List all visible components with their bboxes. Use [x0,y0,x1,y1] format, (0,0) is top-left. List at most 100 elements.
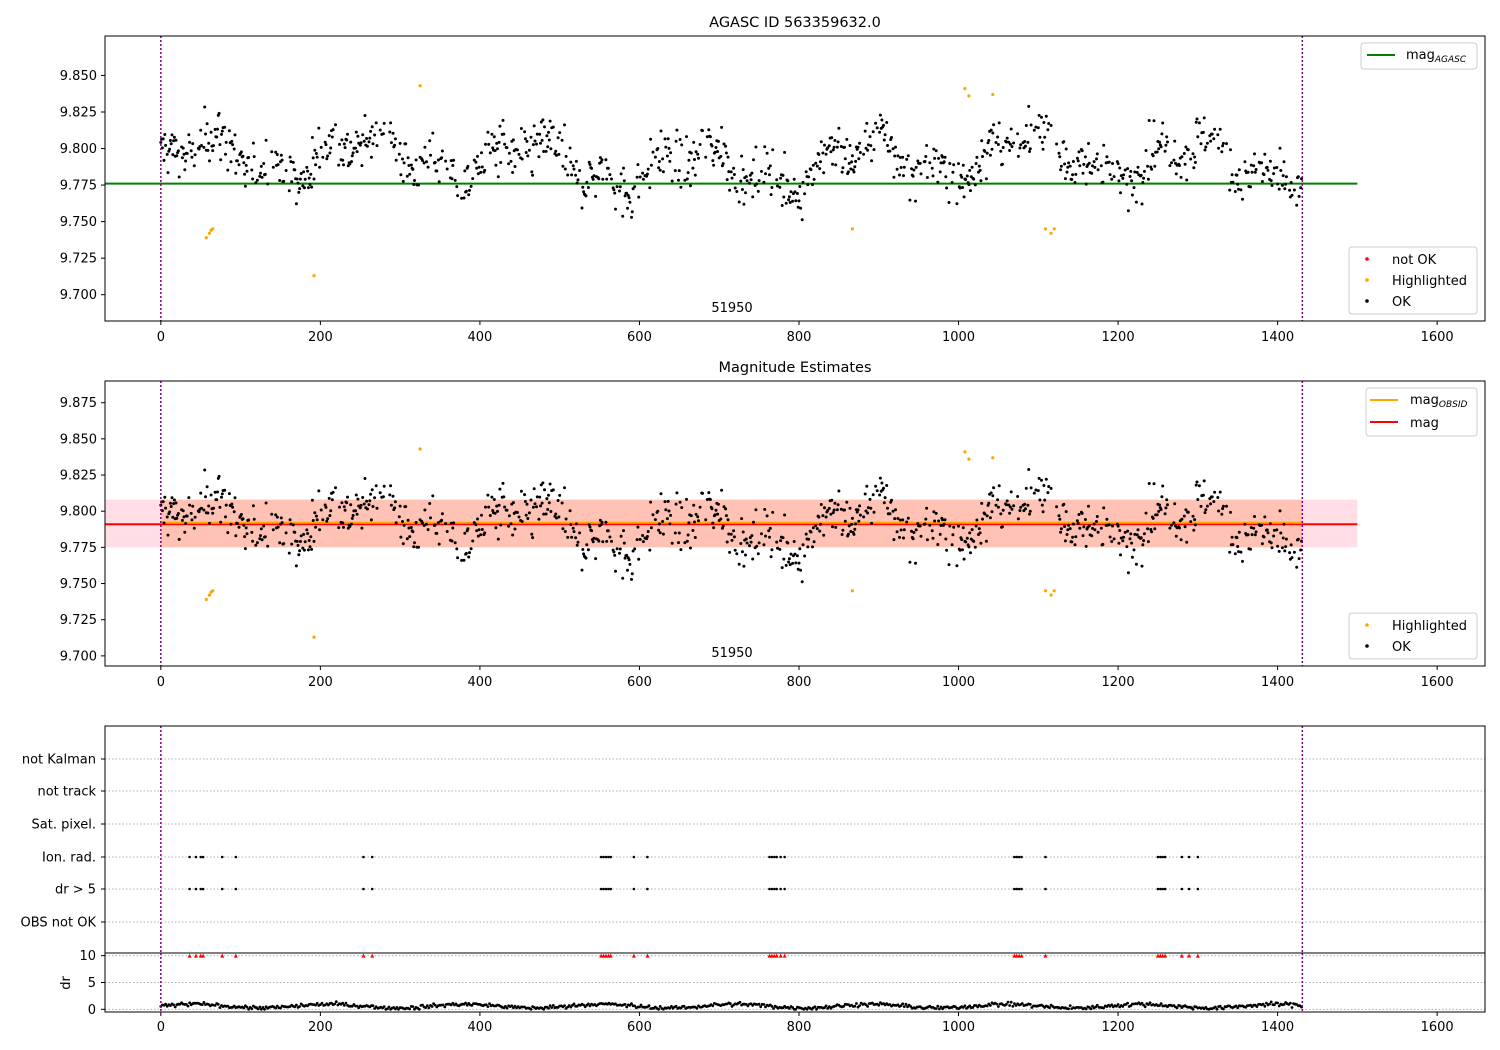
ok-point [1049,124,1053,127]
dr-point [695,1006,699,1010]
ok-point [815,527,819,531]
ok-point [800,218,804,222]
ok-point [1059,530,1063,534]
ok-point [169,142,173,146]
ok-point [991,494,995,498]
ok-point [1160,495,1164,499]
dr-point [1067,1007,1070,1011]
ok-point [610,177,613,181]
ok-point [1277,549,1281,553]
ok-point [1019,505,1023,509]
ok-point [503,142,507,146]
highlighted-point [312,274,316,278]
ok-point [204,495,207,499]
ok-point [1040,478,1043,482]
ok-point [843,145,846,149]
ok-point [367,503,371,507]
ok-point [985,514,989,518]
ok-point [846,532,850,536]
ok-point [1009,490,1013,494]
ok-point [548,119,552,123]
ok-point [203,105,207,109]
ok-point [819,503,823,506]
ok-point [431,494,435,498]
ok-point [866,148,870,152]
ok-point [520,157,524,161]
ok-point [350,154,354,158]
ok-point [778,547,782,551]
x-tick-label: 1400 [1261,1020,1294,1035]
ok-point [278,541,282,545]
ok-point [641,540,645,544]
ok-point [315,518,319,522]
ok-point [475,166,479,170]
ok-point [782,557,786,561]
dr-point [772,1007,775,1010]
ok-point [668,159,672,163]
ok-point [539,483,543,487]
ok-point [895,530,899,534]
ok-point [1186,148,1190,152]
ok-point [649,526,653,530]
ok-point [720,488,724,492]
ok-point [992,123,996,127]
ok-point [1095,515,1099,518]
ok-point [606,166,610,170]
ok-point [1279,531,1283,535]
ok-point [389,121,393,125]
ok-point [683,178,687,182]
ok-point [843,519,847,523]
ok-point [172,498,176,502]
ok-point [701,129,704,133]
ok-point [1241,197,1244,201]
highlighted-point [204,597,208,602]
ok-point [1065,533,1069,536]
ok-point [185,152,189,155]
ok-point [934,149,938,153]
ok-point [1073,543,1077,547]
ok-point [233,496,237,500]
ok-point [641,534,645,537]
ok-point [314,163,318,167]
ok-point [892,538,896,542]
ok-point [628,200,632,204]
ok-point [275,515,279,519]
ok-point [1152,482,1156,486]
dr-point [824,1004,828,1008]
ok-point [898,535,901,539]
ok-point [581,548,585,551]
ok-point [558,131,562,135]
ok-point [216,490,219,494]
ok-point [722,505,726,509]
dr-point [1095,1003,1099,1007]
ok-point [942,522,946,526]
ok-point [328,514,332,518]
x-tick-label: 1400 [1261,330,1294,345]
ok-point [1262,173,1266,177]
ok-point [315,155,319,159]
ok-point [408,535,412,539]
ok-point [988,153,992,157]
ok-point [941,518,945,522]
ok-point [407,164,411,167]
ok-point [373,496,377,500]
ok-point [453,541,457,545]
ok-point [868,135,872,139]
ok-point [314,152,318,155]
ok-point [610,539,613,543]
ok-point [227,492,231,496]
ok-point [645,535,649,538]
ok-point [930,166,934,170]
ok-point [1008,149,1012,152]
ok-point [1090,171,1094,175]
ok-point [769,193,773,197]
dr-point [1102,1006,1106,1010]
ok-point [850,522,854,526]
flag-point [1161,887,1165,891]
ok-point [1080,149,1084,153]
ok-point [547,130,550,134]
ok-point [274,513,278,517]
ok-point [674,139,678,143]
dr-point [173,1005,177,1009]
